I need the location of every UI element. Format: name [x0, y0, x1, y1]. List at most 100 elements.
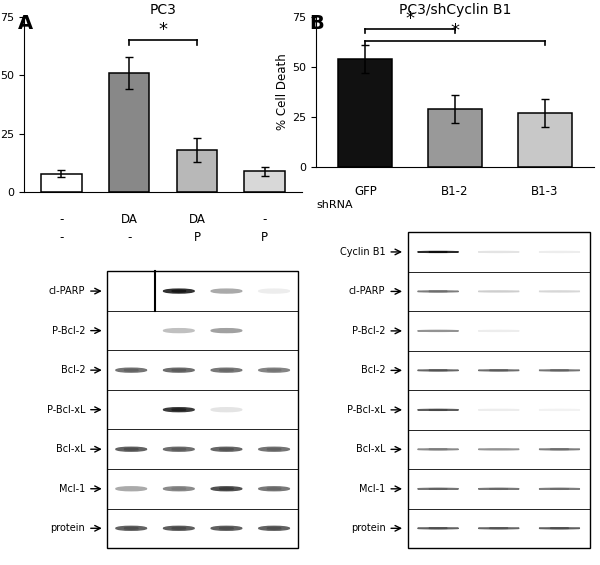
Text: *: * [158, 21, 167, 39]
Text: Mcl-1: Mcl-1 [359, 484, 385, 494]
Ellipse shape [539, 370, 580, 371]
Text: DA: DA [188, 213, 205, 226]
Ellipse shape [267, 488, 281, 490]
Text: -: - [127, 231, 131, 244]
Text: Cyclin B1: Cyclin B1 [340, 247, 385, 257]
Ellipse shape [172, 409, 186, 411]
Bar [176, 150, 217, 192]
Ellipse shape [164, 447, 194, 451]
Ellipse shape [259, 289, 289, 293]
Ellipse shape [539, 251, 580, 253]
Ellipse shape [124, 370, 138, 371]
Ellipse shape [164, 289, 194, 293]
Text: shRNA: shRNA [316, 200, 353, 210]
Ellipse shape [539, 488, 580, 489]
Text: P-Bcl-2: P-Bcl-2 [52, 325, 85, 336]
Ellipse shape [259, 447, 289, 451]
Ellipse shape [164, 487, 194, 491]
Text: cl-PARP: cl-PARP [49, 286, 85, 296]
Ellipse shape [478, 370, 519, 371]
Ellipse shape [116, 447, 146, 451]
Text: Bcl-xL: Bcl-xL [356, 444, 385, 454]
Ellipse shape [478, 449, 519, 450]
Ellipse shape [478, 251, 519, 253]
Ellipse shape [418, 370, 458, 371]
Ellipse shape [116, 527, 146, 530]
Ellipse shape [220, 449, 233, 450]
Text: *: * [406, 10, 415, 28]
Ellipse shape [172, 449, 186, 450]
Bar [41, 173, 82, 192]
Bar [244, 171, 285, 192]
Ellipse shape [478, 528, 519, 529]
Ellipse shape [418, 488, 458, 489]
Ellipse shape [116, 368, 146, 372]
Title: PC3/shCyclin B1: PC3/shCyclin B1 [399, 3, 511, 17]
Ellipse shape [259, 527, 289, 530]
Ellipse shape [172, 527, 186, 529]
Text: B: B [309, 14, 324, 33]
Ellipse shape [259, 487, 289, 491]
Text: P-Bcl-xL: P-Bcl-xL [347, 405, 385, 415]
Text: Mcl-1: Mcl-1 [59, 484, 85, 494]
Ellipse shape [172, 290, 186, 292]
Ellipse shape [267, 370, 281, 371]
Bar [107, 271, 298, 548]
Text: Bcl-xL: Bcl-xL [56, 444, 85, 454]
Ellipse shape [418, 251, 458, 253]
Bar [338, 59, 392, 167]
Ellipse shape [164, 527, 194, 530]
Text: -: - [59, 231, 64, 244]
Ellipse shape [211, 447, 242, 451]
Ellipse shape [539, 291, 580, 292]
Ellipse shape [211, 408, 242, 412]
Ellipse shape [267, 449, 281, 450]
Text: cl-PARP: cl-PARP [349, 286, 385, 297]
Ellipse shape [478, 331, 519, 332]
Ellipse shape [418, 449, 458, 450]
Title: PC3: PC3 [149, 3, 176, 17]
Ellipse shape [211, 289, 242, 293]
Y-axis label: % Cell Death: % Cell Death [277, 54, 289, 131]
Text: -: - [263, 213, 267, 226]
Ellipse shape [124, 449, 138, 450]
Ellipse shape [164, 329, 194, 333]
Ellipse shape [259, 368, 289, 372]
Ellipse shape [211, 487, 242, 491]
Ellipse shape [478, 488, 519, 489]
Ellipse shape [124, 527, 138, 529]
Ellipse shape [539, 528, 580, 529]
Text: protein: protein [351, 523, 385, 533]
Ellipse shape [211, 368, 242, 372]
Text: P: P [193, 231, 200, 244]
Text: A: A [18, 14, 33, 33]
Ellipse shape [220, 370, 233, 371]
Text: Bcl-2: Bcl-2 [361, 366, 385, 375]
Ellipse shape [211, 527, 242, 530]
Ellipse shape [418, 291, 458, 292]
Bar [408, 232, 590, 548]
Ellipse shape [267, 527, 281, 529]
Bar [428, 109, 482, 167]
Text: Bcl-2: Bcl-2 [61, 365, 85, 375]
Ellipse shape [211, 329, 242, 333]
Text: GFP: GFP [354, 185, 377, 198]
Ellipse shape [116, 487, 146, 491]
Text: DA: DA [121, 213, 137, 226]
Ellipse shape [172, 488, 186, 490]
Ellipse shape [418, 331, 458, 332]
Ellipse shape [418, 528, 458, 529]
Ellipse shape [164, 408, 194, 412]
Ellipse shape [220, 488, 233, 490]
Ellipse shape [478, 291, 519, 292]
Text: protein: protein [50, 523, 85, 533]
Bar [109, 73, 149, 192]
Text: P-Bcl-xL: P-Bcl-xL [47, 405, 85, 415]
Ellipse shape [539, 449, 580, 450]
Ellipse shape [220, 527, 233, 529]
Ellipse shape [164, 368, 194, 372]
Text: B1-3: B1-3 [531, 185, 559, 198]
Bar [518, 113, 572, 167]
Text: P-Bcl-2: P-Bcl-2 [352, 326, 385, 336]
Text: *: * [451, 22, 460, 40]
